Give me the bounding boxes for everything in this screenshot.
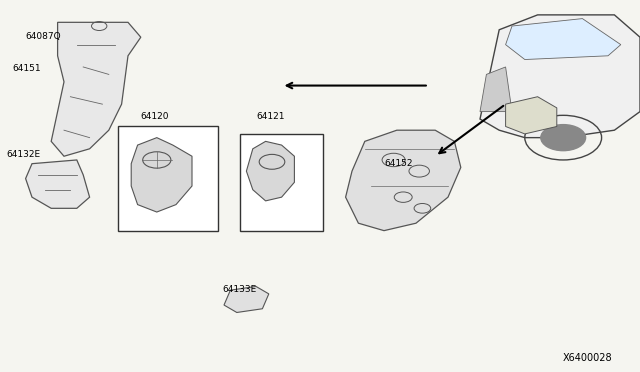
Polygon shape [480,15,640,138]
Polygon shape [51,22,141,156]
Text: X6400028: X6400028 [563,353,613,363]
Text: 64133E: 64133E [222,285,257,294]
Text: 64152: 64152 [384,158,413,167]
Polygon shape [506,19,621,60]
Text: 64120: 64120 [141,112,170,121]
Polygon shape [131,138,192,212]
Polygon shape [506,97,557,134]
Bar [118,126,218,231]
Polygon shape [26,160,90,208]
Circle shape [541,125,586,151]
Polygon shape [224,286,269,312]
Text: 64087Q: 64087Q [26,32,61,41]
Polygon shape [246,141,294,201]
Text: 64121: 64121 [256,112,285,121]
Polygon shape [346,130,461,231]
Polygon shape [480,67,512,112]
Bar [240,134,323,231]
Text: 64132E: 64132E [6,150,40,159]
Text: 64151: 64151 [13,64,42,73]
